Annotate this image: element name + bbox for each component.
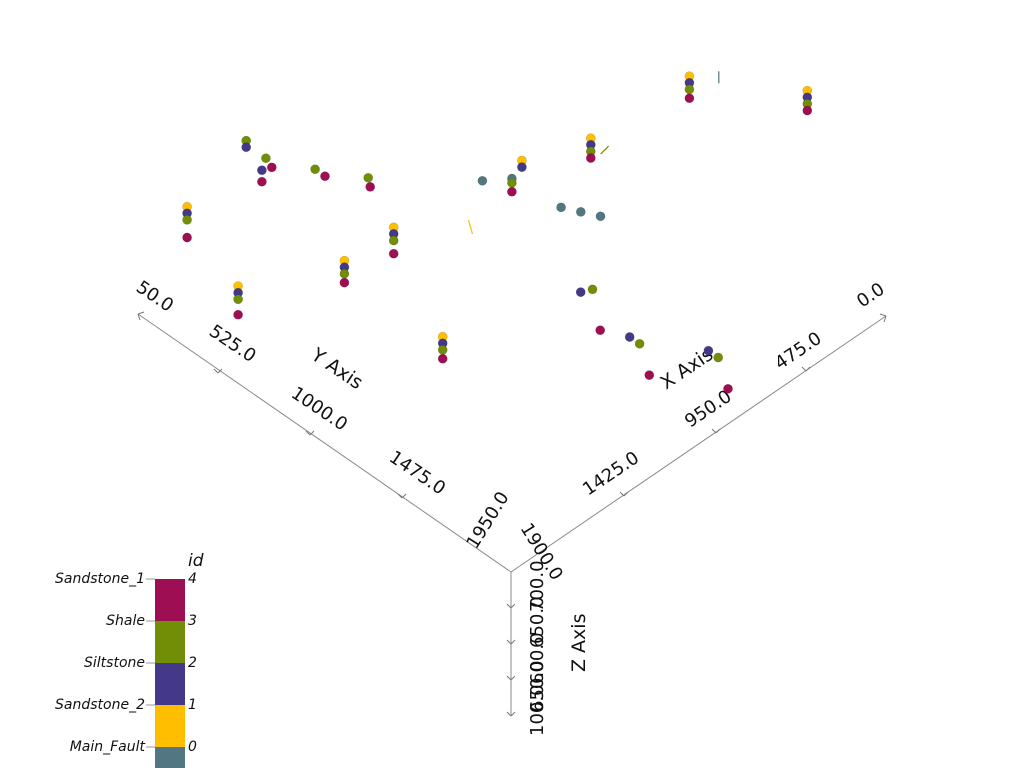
y-axis-title: Y Axis (306, 343, 366, 394)
y-tick-mark (137, 311, 145, 321)
legend-value: 2 (188, 655, 197, 671)
legend-swatch (155, 705, 185, 747)
data-point (437, 344, 448, 355)
z-tick-label-4: 100.0 (527, 684, 548, 736)
data-point (256, 165, 267, 176)
y-tick-label-1: 525.0 (205, 321, 259, 367)
data-point (506, 186, 517, 197)
y-axis-ticks (137, 311, 407, 499)
data-point (556, 202, 566, 213)
legend-label: Shale (106, 613, 145, 629)
orientation-arrow (600, 145, 610, 155)
x-axis-ticks (619, 313, 887, 497)
z-tick-label-3: 650.0 (527, 660, 548, 712)
legend-label: Main_Fault (70, 739, 146, 755)
legend-value: 3 (188, 613, 197, 629)
z-tick-label-2: 600.0 (527, 632, 548, 684)
x-tick-mark (879, 313, 887, 323)
y-tick-mark (213, 368, 223, 374)
data-point (260, 153, 271, 164)
legend-label: Siltstone (84, 655, 145, 671)
legend-label: Sandstone_2 (55, 697, 145, 713)
legend-value: 0 (188, 739, 197, 755)
data-point (575, 206, 586, 217)
y-tick-mark (305, 430, 315, 436)
data-point (256, 176, 267, 187)
legend-entries: Sandstone_1 4 Shale 3 Siltstone 2 Sandstone_2 1… (55, 571, 197, 768)
legend-swatch (155, 663, 185, 705)
data-point (233, 309, 243, 320)
y-tick-label-0: 50.0 (132, 277, 177, 317)
x-axis: 0.0 475.0 950.0 1425.0 1900.0 X Axis (510, 279, 889, 584)
z-axis-title: Z Axis (568, 614, 590, 672)
data-point (506, 177, 517, 188)
data-point (182, 214, 192, 225)
z-tick-label-0: 700.0 (527, 560, 548, 612)
y-axis: 50.0 525.0 1000.0 1475.0 1950.0 Y Axis (132, 277, 514, 573)
y-axis-line (137, 313, 512, 573)
x-tick-mark (619, 491, 629, 497)
data-point (310, 164, 320, 175)
x-tick-label-3: 1425.0 (579, 448, 643, 501)
y-tick-label-4: 1950.0 (462, 488, 513, 553)
legend-swatch (155, 579, 185, 621)
x-axis-line (510, 315, 887, 573)
data-point (587, 284, 598, 295)
x-tick-label-1: 475.0 (771, 328, 825, 374)
data-point (388, 248, 399, 259)
x-tick-mark (801, 366, 811, 372)
data-point (517, 162, 527, 172)
data-point (241, 142, 252, 153)
legend-value: 1 (188, 697, 197, 713)
legend-swatch (155, 621, 185, 663)
x-tick-label-0: 0.0 (853, 279, 888, 312)
data-point (339, 268, 350, 279)
legend-title: id (188, 551, 204, 571)
legend-label: Sandstone_1 (55, 571, 145, 587)
data-point (634, 338, 645, 349)
data-point (595, 325, 606, 336)
data-point (437, 353, 448, 364)
z-tick-mark (506, 639, 516, 645)
data-point (575, 287, 586, 297)
data-point (365, 181, 376, 192)
legend-value: 4 (188, 571, 197, 587)
y-tick-label-2: 1000.0 (287, 383, 351, 436)
data-point (713, 352, 724, 363)
data-point (585, 153, 596, 163)
z-tick-mark (506, 711, 516, 717)
data-point (363, 172, 374, 183)
y-tick-mark (397, 493, 407, 499)
data-point (233, 294, 243, 305)
data-point (339, 277, 350, 288)
data-point (684, 84, 695, 95)
orientation-arrow (467, 219, 474, 235)
data-point (477, 175, 488, 186)
data-point (320, 171, 330, 182)
data-point (802, 105, 813, 116)
x-tick-mark (711, 428, 721, 434)
z-tick-label-1: 650.0 (527, 596, 548, 648)
legend-swatch (155, 747, 185, 768)
data-point (595, 211, 606, 222)
data-point (723, 383, 733, 394)
data-point (182, 232, 192, 243)
scatter-points (182, 71, 813, 394)
data-point (644, 370, 655, 380)
z-tick-mark (506, 675, 516, 681)
data-point (703, 345, 714, 356)
z-axis-ticks (506, 603, 516, 717)
orientation-markers (467, 71, 720, 235)
z-tick-mark (506, 603, 516, 609)
data-point (624, 332, 635, 342)
data-point (388, 235, 399, 246)
z-axis: 700.0 650.0 600.0 650.0 100.0 Z Axis (506, 560, 590, 736)
data-point (266, 162, 277, 173)
data-point (684, 93, 695, 104)
